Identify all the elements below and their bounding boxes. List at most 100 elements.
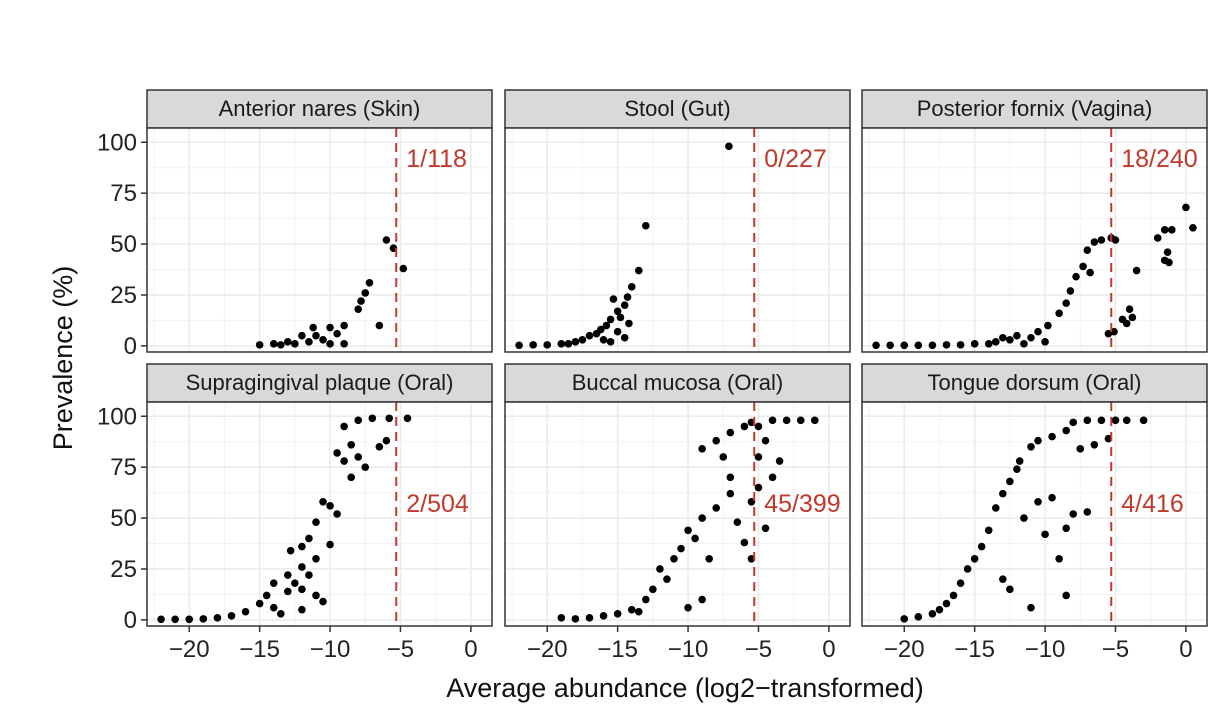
data-point (375, 321, 384, 330)
data-point (627, 605, 636, 614)
data-point (656, 565, 664, 573)
data-point (1083, 508, 1092, 516)
data-point (1027, 443, 1035, 451)
x-axis-title: Average abundance (log2−transformed) (446, 673, 924, 703)
data-point (354, 416, 363, 425)
x-tick-label: −10 (1025, 636, 1066, 663)
data-point (284, 338, 292, 346)
data-point (726, 428, 735, 437)
data-point (1128, 313, 1137, 322)
data-point (984, 340, 993, 348)
facet-panel: Posterior fornix (Vagina) 18/240 (861, 89, 1208, 353)
data-point (382, 236, 391, 244)
data-point (255, 599, 264, 608)
data-point (872, 341, 880, 350)
data-point (1013, 331, 1021, 340)
data-point (999, 489, 1007, 498)
data-point (625, 319, 633, 328)
data-point (712, 436, 721, 445)
data-point (642, 221, 650, 230)
data-point (1125, 305, 1134, 314)
data-point (361, 289, 370, 297)
data-point (1015, 457, 1024, 465)
data-point (298, 563, 306, 571)
data-point (375, 443, 384, 451)
data-point (529, 341, 537, 349)
facet-panel: Supragingival plaque (Oral) 2/504 −20 −15 −1… (97, 363, 493, 663)
data-point (740, 422, 749, 431)
data-point (333, 510, 341, 518)
data-point (609, 295, 618, 303)
data-point (227, 612, 236, 620)
data-point (1055, 309, 1063, 318)
data-point (312, 555, 320, 563)
facet-panel: Buccal mucosa (Oral) 45/399 −20 −15 −10 −5 0 (504, 363, 851, 663)
plot-background (147, 402, 492, 626)
data-point (663, 575, 671, 583)
data-point (1122, 319, 1131, 328)
data-point (761, 524, 770, 533)
data-point (942, 599, 951, 608)
data-point (942, 341, 951, 349)
facet-panel: Tongue dorsum (Oral) 4/416 −20 −15 −10 −5 0 (861, 363, 1208, 663)
data-point (698, 514, 706, 522)
facet-title: Supragingival plaque (Oral) (186, 370, 454, 395)
data-point (276, 609, 285, 618)
data-point (991, 504, 1000, 512)
data-point (613, 307, 622, 316)
data-point (1034, 327, 1042, 336)
plot-background (147, 128, 492, 352)
x-tick-label: −5 (387, 636, 414, 663)
data-point (399, 264, 408, 273)
facet-title: Anterior nares (Skin) (219, 96, 421, 121)
data-point (1160, 226, 1169, 234)
data-point (698, 445, 706, 453)
x-tick-label: −15 (954, 636, 995, 663)
x-tick-label: 0 (1179, 636, 1192, 663)
data-point (1097, 416, 1106, 425)
data-point (1006, 335, 1014, 344)
plot-background (505, 128, 850, 352)
data-point (213, 614, 222, 622)
data-point (613, 609, 622, 618)
data-point (269, 340, 278, 348)
data-point (677, 544, 685, 553)
data-point (1034, 436, 1042, 445)
data-point (949, 591, 958, 600)
data-point (726, 473, 735, 482)
data-point (627, 283, 636, 291)
x-tick-label: 0 (464, 636, 477, 663)
data-point (578, 335, 587, 344)
facet-strip (146, 89, 493, 129)
data-point (1072, 272, 1080, 281)
data-point (157, 615, 165, 624)
y-tick-label: 100 (97, 129, 137, 156)
data-point (298, 605, 306, 614)
data-point (726, 489, 735, 498)
data-point (1083, 246, 1092, 254)
plot-background (505, 402, 850, 626)
data-point (606, 338, 615, 346)
data-point (775, 457, 784, 465)
data-point (1006, 585, 1014, 594)
plot-background (862, 128, 1207, 352)
data-point (585, 614, 594, 622)
data-point (284, 571, 292, 579)
data-point (564, 340, 573, 348)
data-point (810, 416, 819, 425)
data-point (269, 579, 278, 588)
data-point (1062, 524, 1070, 533)
panel-border (504, 127, 851, 353)
data-point (705, 555, 713, 563)
data-point (305, 571, 313, 579)
data-point (319, 335, 327, 344)
data-point (347, 440, 355, 449)
data-point (354, 453, 363, 461)
data-point (305, 338, 313, 346)
data-point (1189, 223, 1197, 232)
data-point (365, 278, 374, 287)
data-point (1034, 497, 1042, 506)
data-point (571, 615, 580, 623)
data-point (592, 329, 601, 338)
